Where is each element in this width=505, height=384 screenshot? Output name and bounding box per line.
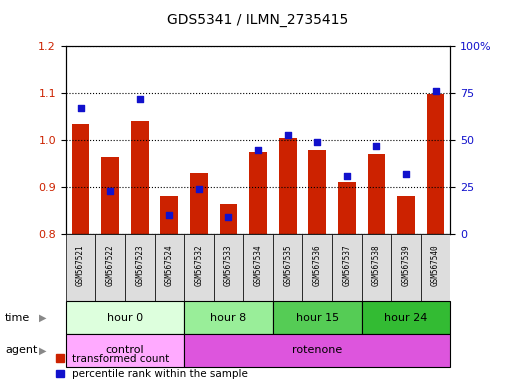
Text: GSM567538: GSM567538 bbox=[371, 244, 380, 286]
Bar bbox=[131, 121, 148, 234]
Bar bbox=[426, 94, 443, 234]
Bar bbox=[396, 196, 414, 234]
Point bbox=[431, 88, 439, 94]
Legend: transformed count, percentile rank within the sample: transformed count, percentile rank withi… bbox=[56, 354, 248, 379]
Text: hour 15: hour 15 bbox=[295, 313, 338, 323]
Bar bbox=[101, 157, 119, 234]
Bar bbox=[72, 124, 89, 234]
Point bbox=[224, 214, 232, 220]
Text: GSM567540: GSM567540 bbox=[430, 244, 439, 286]
FancyBboxPatch shape bbox=[154, 234, 184, 301]
Point bbox=[135, 96, 143, 102]
Text: GSM567532: GSM567532 bbox=[194, 244, 203, 286]
Bar bbox=[190, 173, 208, 234]
Text: GSM567524: GSM567524 bbox=[165, 244, 174, 286]
FancyBboxPatch shape bbox=[272, 234, 302, 301]
FancyBboxPatch shape bbox=[66, 334, 184, 367]
Point bbox=[194, 186, 203, 192]
Text: hour 24: hour 24 bbox=[383, 313, 427, 323]
Bar bbox=[278, 138, 296, 234]
FancyBboxPatch shape bbox=[95, 234, 125, 301]
Text: hour 0: hour 0 bbox=[107, 313, 143, 323]
Text: GSM567523: GSM567523 bbox=[135, 244, 144, 286]
FancyBboxPatch shape bbox=[302, 234, 331, 301]
Text: hour 8: hour 8 bbox=[210, 313, 246, 323]
Text: GSM567534: GSM567534 bbox=[253, 244, 262, 286]
Bar bbox=[308, 149, 325, 234]
Bar bbox=[248, 152, 267, 234]
FancyBboxPatch shape bbox=[361, 301, 449, 334]
FancyBboxPatch shape bbox=[390, 234, 420, 301]
Point bbox=[106, 188, 114, 194]
Point bbox=[342, 173, 350, 179]
Text: ▶: ▶ bbox=[39, 345, 46, 356]
FancyBboxPatch shape bbox=[213, 234, 243, 301]
Text: GSM567539: GSM567539 bbox=[400, 244, 410, 286]
Point bbox=[372, 143, 380, 149]
FancyBboxPatch shape bbox=[66, 234, 95, 301]
FancyBboxPatch shape bbox=[125, 234, 154, 301]
Text: GSM567522: GSM567522 bbox=[106, 244, 115, 286]
Text: ▶: ▶ bbox=[39, 313, 46, 323]
Point bbox=[165, 212, 173, 218]
Text: GSM567537: GSM567537 bbox=[341, 244, 350, 286]
Text: agent: agent bbox=[5, 345, 37, 356]
Text: rotenone: rotenone bbox=[291, 345, 342, 356]
FancyBboxPatch shape bbox=[420, 234, 449, 301]
Text: GSM567533: GSM567533 bbox=[224, 244, 232, 286]
Bar bbox=[337, 182, 355, 234]
Text: GDS5341 / ILMN_2735415: GDS5341 / ILMN_2735415 bbox=[167, 13, 348, 27]
Point bbox=[283, 131, 291, 137]
Text: control: control bbox=[106, 345, 144, 356]
Bar bbox=[160, 196, 178, 234]
FancyBboxPatch shape bbox=[66, 301, 184, 334]
Text: GSM567521: GSM567521 bbox=[76, 244, 85, 286]
Point bbox=[76, 105, 84, 111]
Point bbox=[401, 171, 409, 177]
Text: time: time bbox=[5, 313, 30, 323]
Text: GSM567536: GSM567536 bbox=[312, 244, 321, 286]
FancyBboxPatch shape bbox=[331, 234, 361, 301]
FancyBboxPatch shape bbox=[243, 234, 272, 301]
FancyBboxPatch shape bbox=[184, 334, 449, 367]
Point bbox=[254, 146, 262, 152]
FancyBboxPatch shape bbox=[272, 301, 361, 334]
Bar bbox=[219, 204, 237, 234]
FancyBboxPatch shape bbox=[184, 301, 272, 334]
FancyBboxPatch shape bbox=[184, 234, 213, 301]
Point bbox=[313, 139, 321, 145]
FancyBboxPatch shape bbox=[361, 234, 390, 301]
Bar bbox=[367, 154, 384, 234]
Text: GSM567535: GSM567535 bbox=[283, 244, 291, 286]
